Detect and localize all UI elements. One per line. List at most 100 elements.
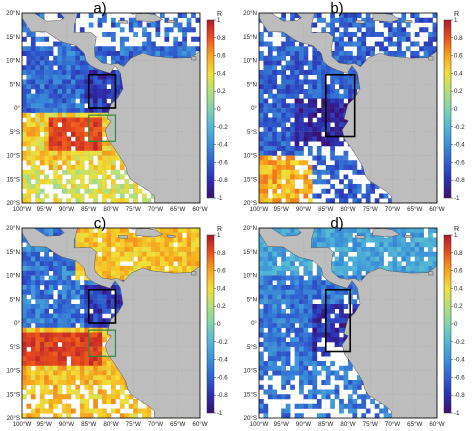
correlation-cell: [75, 327, 81, 333]
correlation-cell: [379, 32, 384, 38]
correlation-cell: [290, 384, 295, 390]
correlation-cell: [44, 108, 49, 114]
correlation-cell: [57, 399, 63, 405]
correlation-cell: [272, 313, 278, 319]
correlation-cell: [66, 337, 72, 343]
correlation-cell: [330, 337, 335, 343]
correlation-cell: [119, 228, 125, 234]
correlation-cell: [290, 304, 295, 310]
correlation-cell: [115, 247, 121, 253]
correlation-cell: [30, 188, 36, 194]
correlation-cell: [26, 46, 32, 52]
correlation-cell: [30, 304, 36, 310]
correlation-cell: [339, 131, 344, 137]
correlation-cell: [352, 389, 358, 395]
correlation-cell: [272, 169, 278, 175]
correlation-cell: [53, 256, 58, 262]
correlation-cell: [195, 237, 201, 243]
correlation-cell: [97, 361, 103, 367]
correlation-cell: [374, 237, 380, 243]
correlation-cell: [57, 332, 63, 338]
correlation-cell: [312, 327, 318, 333]
correlation-cell: [115, 375, 121, 381]
correlation-cell: [79, 155, 85, 161]
correlation-cell: [30, 280, 36, 286]
correlation-cell: [39, 136, 45, 142]
correlation-cell: [330, 13, 335, 19]
correlation-cell: [44, 318, 49, 324]
correlation-cell: [30, 408, 36, 414]
correlation-cell: [106, 261, 112, 267]
correlation-cell: [53, 127, 58, 133]
correlation-cell: [26, 184, 32, 190]
correlation-cell: [321, 127, 327, 133]
correlation-cell: [48, 365, 54, 371]
correlation-cell: [70, 188, 76, 194]
correlation-cell: [321, 280, 327, 286]
correlation-cell: [352, 399, 358, 405]
correlation-cell: [330, 184, 335, 190]
correlation-cell: [191, 36, 196, 42]
correlation-cell: [285, 84, 291, 90]
longitude-tick-label: 100°W: [13, 206, 32, 213]
correlation-cell: [299, 261, 304, 267]
correlation-cell: [39, 266, 45, 272]
correlation-cell: [272, 361, 278, 367]
correlation-cell: [281, 46, 286, 52]
correlation-cell: [119, 160, 125, 166]
correlation-cell: [401, 36, 407, 42]
correlation-cell: [263, 41, 269, 47]
correlation-cell: [53, 342, 58, 348]
correlation-cell: [173, 17, 179, 23]
correlation-cell: [334, 394, 340, 400]
correlation-cell: [84, 313, 90, 319]
correlation-cell: [75, 289, 81, 295]
correlation-cell: [26, 242, 32, 248]
correlation-cell: [316, 242, 322, 248]
correlation-cell: [339, 112, 344, 118]
correlation-cell: [75, 308, 81, 314]
correlation-cell: [299, 46, 304, 52]
correlation-cell: [84, 169, 90, 175]
correlation-cell: [290, 365, 295, 371]
correlation-cell: [281, 313, 286, 319]
correlation-cell: [267, 294, 273, 300]
correlation-cell: [290, 370, 295, 376]
correlation-cell: [294, 141, 300, 147]
correlation-cell: [365, 237, 371, 243]
correlation-cell: [276, 337, 282, 343]
correlation-cell: [267, 184, 273, 190]
correlation-cell: [365, 27, 371, 33]
correlation-cell: [26, 141, 32, 147]
correlation-cell: [312, 51, 318, 57]
correlation-cell: [57, 304, 63, 310]
correlation-cell: [84, 65, 90, 71]
correlation-cell: [343, 117, 349, 123]
correlation-cell: [334, 46, 340, 52]
correlation-cell: [343, 232, 349, 238]
correlation-cell: [115, 169, 121, 175]
correlation-cell: [191, 247, 196, 253]
correlation-cell: [93, 165, 98, 171]
correlation-cell: [97, 84, 103, 90]
correlation-cell: [361, 169, 367, 175]
correlation-cell: [39, 160, 45, 166]
correlation-cell: [325, 131, 331, 137]
correlation-cell: [263, 299, 269, 305]
correlation-cell: [281, 323, 286, 329]
correlation-cell: [79, 346, 85, 352]
correlation-cell: [321, 394, 327, 400]
correlation-cell: [39, 79, 45, 85]
correlation-cell: [316, 65, 322, 71]
correlation-cell: [316, 108, 322, 114]
colorbar-tick-label: -0.8: [454, 177, 465, 184]
correlation-cell: [321, 228, 327, 234]
correlation-cell: [392, 251, 398, 257]
correlation-cell: [155, 27, 161, 33]
correlation-cell: [97, 184, 103, 190]
correlation-cell: [66, 327, 72, 333]
correlation-cell: [299, 384, 304, 390]
correlation-cell: [259, 299, 264, 305]
correlation-cell: [26, 351, 32, 357]
correlation-cell: [53, 270, 58, 276]
